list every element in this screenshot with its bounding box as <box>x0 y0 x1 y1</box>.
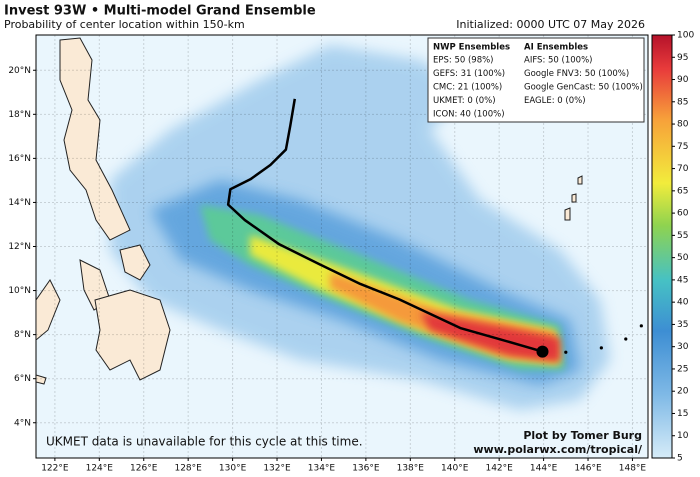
x-tick-label: 124°E <box>86 464 114 474</box>
x-tick-label: 126°E <box>130 464 158 474</box>
y-tick-label: 18°N <box>8 110 31 120</box>
x-tick-label: 144°E <box>530 464 558 474</box>
note: UKMET data is unavailable for this cycle… <box>46 435 363 449</box>
legend-heading: AI Ensembles <box>524 43 588 53</box>
credit-url: www.polarwx.com/tropical/ <box>473 443 643 456</box>
legend-entry: UKMET: 0 (0%) <box>433 96 496 106</box>
colorbar-label: 70 <box>677 164 689 174</box>
init-time: Initialized: 0000 UTC 07 May 2026 <box>456 18 645 31</box>
track-layer <box>226 98 643 358</box>
colorbar <box>651 34 673 459</box>
legend-heading: NWP Ensembles <box>433 43 510 53</box>
x-tick-label: 148°E <box>619 464 647 474</box>
y-tick-label: 20°N <box>8 66 31 76</box>
credit: Plot by Tomer Burg <box>523 429 642 442</box>
past-track-point <box>624 337 628 341</box>
x-tick-label: 138°E <box>397 464 425 474</box>
legend-entry: EPS: 50 (98%) <box>433 56 494 66</box>
legend-entry: ICON: 40 (100%) <box>433 110 505 120</box>
y-tick-label: 12°N <box>8 242 31 252</box>
colorbar-label: 10 <box>677 431 689 441</box>
x-tick-label: 146°E <box>574 464 602 474</box>
colorbar-label: 40 <box>677 298 689 308</box>
legend-entry: GEFS: 31 (100%) <box>433 69 505 79</box>
x-tick-label: 140°E <box>441 464 469 474</box>
y-tick-label: 4°N <box>14 418 31 428</box>
y-tick-label: 8°N <box>14 330 31 340</box>
colorbar-label: 20 <box>677 387 689 397</box>
x-tick-label: 122°E <box>41 464 69 474</box>
colorbar-label: 80 <box>677 120 689 130</box>
legend-entry: EAGLE: 0 (0%) <box>524 96 586 106</box>
colorbar-label: 55 <box>677 231 688 241</box>
legend-box <box>427 37 645 123</box>
x-tick-label: 142°E <box>485 464 513 474</box>
y-tick-label: 10°N <box>8 286 31 296</box>
land <box>36 37 583 385</box>
colorbar-label: 100 <box>677 31 694 41</box>
colorbar-label: 90 <box>677 75 689 85</box>
legend-entry: Google GenCast: 50 (100%) <box>524 83 643 93</box>
y-tick-label: 16°N <box>8 154 31 164</box>
x-tick-label: 132°E <box>263 464 291 474</box>
legend-entries: EPS: 50 (98%) GEFS: 31 (100%) CMC: 21 (100… <box>433 56 643 120</box>
x-tick-label: 136°E <box>352 464 380 474</box>
x-tick-label: 128°E <box>174 464 202 474</box>
legend-entry: CMC: 21 (100%) <box>433 83 502 93</box>
colorbar-label: 75 <box>677 142 688 152</box>
subtitle: Probability of center location within 15… <box>4 18 245 31</box>
mean-track <box>226 98 543 353</box>
colorbar-label: 45 <box>677 275 688 285</box>
colorbar-label: 25 <box>677 364 688 374</box>
colorbar-label: 60 <box>677 209 689 219</box>
x-tick-label: 134°E <box>308 464 336 474</box>
colorbar-label: 5 <box>677 454 683 464</box>
colorbar-label: 95 <box>677 53 688 63</box>
colorbar-label: 15 <box>677 409 688 419</box>
title: Invest 93W • Multi-model Grand Ensemble <box>4 4 316 19</box>
x-tick-label: 130°E <box>219 464 247 474</box>
y-tick-label: 6°N <box>14 374 31 384</box>
past-track-point <box>639 324 643 328</box>
initial-position <box>536 345 549 358</box>
colorbar-label: 35 <box>677 320 688 330</box>
colorbar-label: 65 <box>677 186 688 196</box>
colorbar-label: 30 <box>677 342 689 352</box>
y-tick-label: 14°N <box>8 198 31 208</box>
colorbar-label: 85 <box>677 97 688 107</box>
past-track-point <box>564 350 568 354</box>
past-track-point <box>599 346 603 350</box>
legend-entry: Google FNV3: 50 (100%) <box>524 69 629 79</box>
legend-entry: AIFS: 50 (100%) <box>524 56 592 66</box>
colorbar-label: 50 <box>677 253 689 263</box>
